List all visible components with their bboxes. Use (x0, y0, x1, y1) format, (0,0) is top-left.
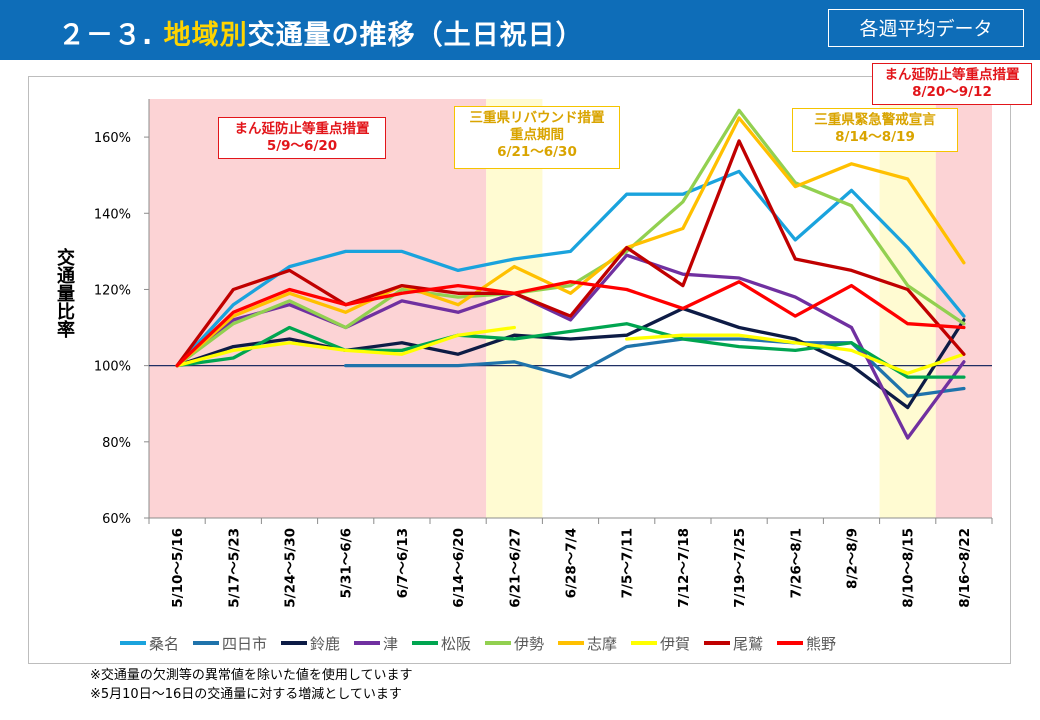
x-tick-label: 5/31～6/6 (339, 528, 355, 598)
annotation-text: まん延防止等重点措置 (234, 121, 370, 137)
series-lines (175, 108, 966, 440)
legend-label: 松阪 (441, 635, 471, 653)
series-熊野 (175, 280, 966, 368)
x-tick-label: 8/10～8/15 (901, 528, 917, 608)
series-line (175, 322, 966, 379)
series-line (175, 139, 966, 368)
annotation-rebound: 三重県リバウンド措置 重点期間 6/21～6/30 (454, 106, 620, 169)
legend-item: 伊賀 (631, 635, 690, 653)
period-band-3 (879, 99, 936, 518)
annotation-text: 三重県リバウンド措置 (469, 110, 605, 126)
x-tick-label: 7/12～7/18 (676, 528, 692, 608)
x-tick-label: 6/7～6/13 (395, 528, 411, 598)
legend-item: 津 (354, 635, 398, 653)
annotation-text: 三重県緊急警戒宣言 (814, 112, 936, 128)
legend-label: 伊勢 (514, 635, 544, 653)
legend-label: 津 (383, 635, 398, 653)
series-line (175, 116, 966, 368)
series-line (175, 280, 966, 368)
annotation-text: 重点期間 (510, 127, 564, 143)
legend-item: 鈴鹿 (281, 635, 340, 653)
x-tick-label: 8/2～8/9 (845, 528, 861, 589)
series-line (175, 325, 516, 368)
series-津 (175, 253, 966, 440)
y-tick-label: 100% (94, 360, 131, 375)
legend-label: 尾鷲 (733, 635, 763, 653)
header-bar: ２－３. 地域別交通量の推移（土日祝日） 各週平均データ (0, 0, 1040, 60)
legend-label: 志摩 (587, 635, 617, 653)
series-志摩 (175, 116, 966, 368)
title-prefix: ２－３. (58, 20, 154, 51)
x-tick-label: 5/24～5/30 (283, 528, 299, 608)
page-title: ２－３. 地域別交通量の推移（土日祝日） (58, 13, 584, 52)
series-四日市 (344, 337, 966, 398)
footnote-2: ※5月10日～16日の交通量に対する増減としています (90, 687, 402, 702)
series-尾鷲 (175, 139, 966, 368)
y-tick-label: 120% (94, 283, 131, 298)
series-伊賀 (175, 325, 966, 375)
annotation-text: まん延防止等重点措置 (884, 67, 1020, 83)
legend-label: 四日市 (222, 635, 267, 653)
legend-label: 鈴鹿 (310, 635, 340, 653)
series-line (175, 169, 966, 368)
x-tick-label: 7/5～7/11 (620, 528, 636, 598)
period-band-4 (935, 99, 992, 518)
series-line (625, 333, 966, 375)
legend-item: 志摩 (558, 635, 617, 653)
legend-label: 桑名 (149, 635, 179, 653)
y-tick-label: 140% (94, 207, 131, 222)
y-tick-label: 60% (102, 512, 131, 527)
legend-item: 尾鷲 (704, 635, 763, 653)
x-tick-label: 7/26～8/1 (788, 528, 804, 598)
legend-item: 伊勢 (485, 635, 544, 653)
series-line (175, 306, 966, 410)
annotation-emergency-warning: 三重県緊急警戒宣言 8/14～8/19 (792, 108, 958, 152)
series-松阪 (175, 322, 966, 379)
legend-item: 松阪 (412, 635, 471, 653)
y-axis-label: 交通量比率 (54, 248, 75, 338)
footnotes: ※交通量の欠測等の異常値を除いた値を使用しています ※5月10日～16日の交通量… (90, 666, 413, 704)
axes: 60% 80% 100% 120% 140% 160% 5/10～5/16 5/17～5/23… (94, 99, 993, 608)
y-tick-label: 80% (102, 436, 131, 451)
x-tick-label: 5/10～5/16 (170, 528, 186, 608)
series-鈴鹿 (175, 306, 966, 410)
y-tick-label: 160% (94, 131, 131, 146)
x-tick-label: 6/28～7/4 (564, 528, 580, 598)
title-highlight: 地域別 (163, 20, 248, 51)
series-桑名 (175, 169, 966, 368)
annotation-text: 8/20～9/12 (912, 84, 992, 100)
x-tick-label: 6/14～6/20 (451, 528, 467, 608)
legend-item: 四日市 (193, 635, 267, 653)
series-伊勢 (175, 108, 966, 368)
annotation-manen-boushi-1: まん延防止等重点措置 5/9～6/20 (218, 117, 386, 159)
x-tick-label: 5/17～5/23 (226, 528, 242, 608)
annotation-text: 6/21～6/30 (497, 144, 577, 160)
legend-item: 熊野 (777, 635, 836, 653)
title-rest: 交通量の推移（土日祝日） (247, 20, 584, 51)
legend-label: 伊賀 (660, 635, 690, 653)
annotation-text: 8/14～8/19 (835, 129, 915, 145)
weekly-average-badge: 各週平均データ (828, 9, 1024, 47)
x-tick-label: 7/19～7/25 (732, 528, 748, 608)
x-tick-label: 6/21～6/27 (507, 528, 523, 608)
annotation-text: 5/9～6/20 (266, 138, 338, 154)
series-line (344, 337, 966, 398)
annotation-manen-boushi-2: まん延防止等重点措置 8/20～9/12 (872, 63, 1032, 105)
chart-legend: 桑名 四日市 鈴鹿 津 松阪 伊勢 志摩 伊賀 尾鷲 熊野 (120, 635, 836, 653)
series-line (175, 108, 966, 368)
legend-label: 熊野 (806, 635, 836, 653)
period-band-1 (149, 99, 487, 518)
footnote-1: ※交通量の欠測等の異常値を除いた値を使用しています (90, 668, 413, 683)
x-tick-label: 8/16～8/22 (957, 528, 973, 608)
legend-item: 桑名 (120, 635, 179, 653)
series-line (175, 253, 966, 440)
